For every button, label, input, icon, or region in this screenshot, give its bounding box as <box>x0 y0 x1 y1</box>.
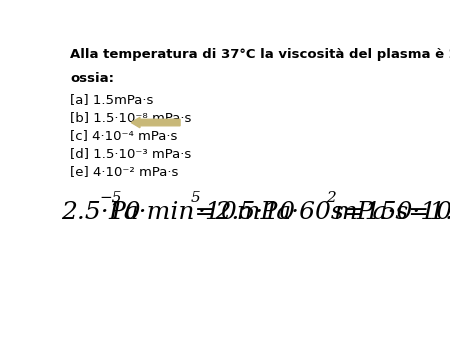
Text: [b] 1.5·10⁻⁸ mPa·s: [b] 1.5·10⁻⁸ mPa·s <box>70 111 192 124</box>
Text: Pa·min=2.5·10: Pa·min=2.5·10 <box>108 201 296 224</box>
Text: [a] 1.5mPa·s: [a] 1.5mPa·s <box>70 93 153 105</box>
Text: 5: 5 <box>190 191 200 205</box>
Text: 2: 2 <box>327 191 336 205</box>
Text: Alla temperatura di 37°C la viscosità del plasma è 2.5·10⁻⁵ Pa·min,: Alla temperatura di 37°C la viscosità de… <box>70 48 450 62</box>
Text: 2.5·10: 2.5·10 <box>62 201 141 224</box>
FancyArrow shape <box>131 117 180 128</box>
Text: [d] 1.5·10⁻³ mPa·s: [d] 1.5·10⁻³ mPa·s <box>70 147 191 160</box>
Text: [e] 4·10⁻² mPa·s: [e] 4·10⁻² mPa·s <box>70 166 179 178</box>
Text: ossia:: ossia: <box>70 72 114 85</box>
Text: ·10mPa·60s=150·10: ·10mPa·60s=150·10 <box>198 201 450 224</box>
Text: [c] 4·10⁻⁴ mPa·s: [c] 4·10⁻⁴ mPa·s <box>70 129 178 142</box>
Text: −5: −5 <box>100 191 122 205</box>
Text: mPa·s=1.5mPa·s: mPa·s=1.5mPa·s <box>333 201 450 224</box>
